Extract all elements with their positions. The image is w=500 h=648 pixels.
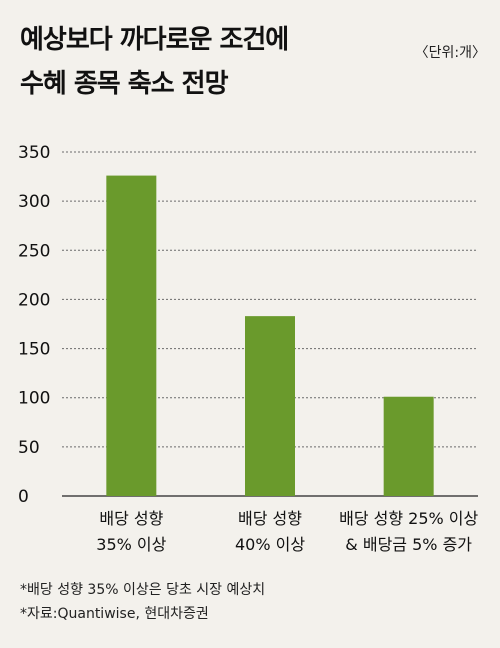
- y-tick-label-0: 0: [18, 487, 29, 507]
- chart-title-line-1: 예상보다 까다로운 조건에: [20, 25, 289, 55]
- bar-2: [245, 316, 295, 496]
- x-tick-label-2-line-2: 40% 이상: [235, 535, 305, 554]
- footnote-source: *자료:Quantiwise, 현대차증권: [20, 606, 209, 622]
- y-tick-label-300: 300: [18, 192, 50, 212]
- x-tick-label-3-line-2: & 배당금 5% 증가: [345, 535, 472, 554]
- y-tick-label-250: 250: [18, 241, 50, 261]
- y-tick-label-350: 350: [18, 143, 50, 163]
- bar-chart: 0 50 100 150 200 250 300 350 배당 성향 35% 이상 배당 성향 40%…: [18, 143, 479, 554]
- unit-label: 〈단위:개〉: [414, 45, 486, 61]
- footnotes: *배당 성향 35% 이상은 당초 시장 예상치 *자료:Quantiwise,…: [20, 578, 265, 626]
- bar-3: [383, 396, 434, 496]
- chart-title: 예상보다 까다로운 조건에 수혜 종목 축소 전망: [20, 18, 400, 106]
- x-tick-label-3-line-1: 배당 성향 25% 이상: [339, 509, 478, 528]
- x-tick-label-1-line-1: 배당 성향: [99, 509, 163, 528]
- y-tick-label-50: 50: [18, 438, 40, 458]
- y-tick-label-150: 150: [18, 340, 50, 360]
- chart-title-line-2: 수혜 종목 축소 전망: [20, 69, 229, 99]
- y-tick-label-100: 100: [18, 389, 50, 409]
- footnote-payout: *배당 성향 35% 이상은 당초 시장 예상치: [20, 582, 266, 598]
- x-tick-label-1-line-2: 35% 이상: [96, 535, 166, 554]
- bar-1: [106, 175, 157, 496]
- x-tick-label-2-line-1: 배당 성향: [238, 509, 302, 528]
- y-tick-label-200: 200: [18, 290, 50, 310]
